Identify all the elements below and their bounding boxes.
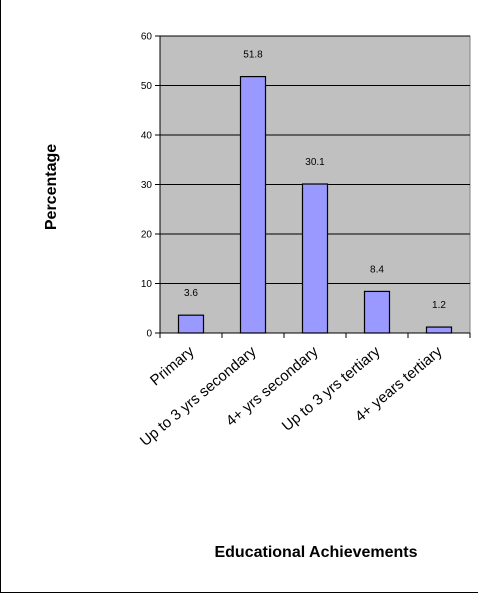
y-tick-label: 0 (146, 329, 152, 340)
bar (365, 291, 390, 333)
y-tick-label: 60 (141, 32, 153, 43)
y-axis-title: Percentage (43, 144, 60, 230)
bar (179, 315, 204, 333)
y-tick-labels: 0 10 20 30 40 50 60 (141, 32, 153, 340)
bar (303, 184, 328, 333)
data-label: 8.4 (370, 264, 384, 275)
data-label: 3.6 (184, 288, 198, 299)
data-label: 30.1 (305, 157, 325, 168)
y-tick-label: 30 (141, 180, 153, 191)
data-label: 51.8 (243, 50, 263, 61)
y-tick-label: 50 (141, 81, 153, 92)
bar (427, 327, 452, 333)
x-tick-label: Up to 3 yrs secondary (137, 343, 260, 450)
x-tick-label: Primary (147, 343, 198, 390)
y-tick-label: 20 (141, 230, 153, 241)
y-tick-label: 10 (141, 279, 153, 290)
x-axis-title: Educational Achievements (214, 544, 417, 561)
data-label: 1.2 (432, 300, 446, 311)
y-tick-label: 40 (141, 131, 153, 142)
bar (241, 77, 266, 333)
